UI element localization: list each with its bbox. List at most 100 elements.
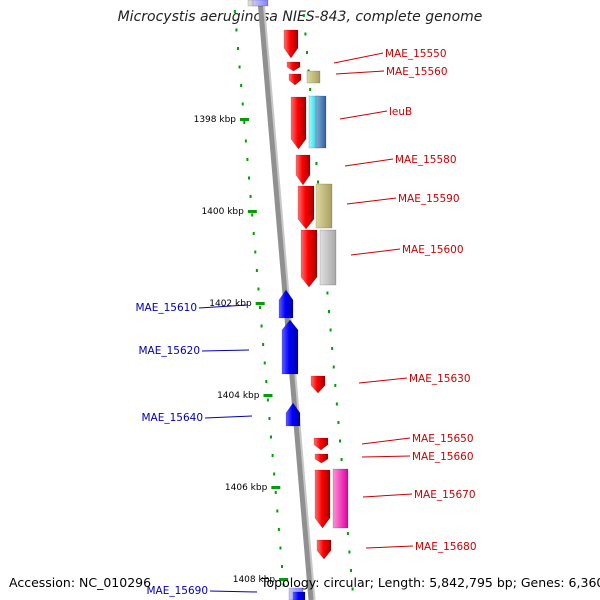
track-dot xyxy=(233,10,236,13)
gene-leader-line xyxy=(365,545,414,549)
track-dot xyxy=(305,51,308,54)
gene-labels: MAE_15550 MAE_15560 leuB MAE_15580 MAE_15590… xyxy=(135,48,476,597)
track-dot xyxy=(348,550,351,554)
feature-block xyxy=(252,0,269,7)
forward-gene-arrow[interactable] xyxy=(290,96,307,150)
feature-block xyxy=(319,229,337,286)
track-dot xyxy=(331,347,334,350)
track-dot xyxy=(340,458,343,461)
track-dot xyxy=(248,176,251,180)
forward-gene-label[interactable]: MAE_15670 xyxy=(414,489,476,501)
forward-gene-label[interactable]: MAE_15550 xyxy=(385,48,447,60)
track-dot xyxy=(309,88,312,91)
track-dot xyxy=(259,306,262,309)
tick-label: 1398 kbp xyxy=(194,115,237,125)
forward-gene-label[interactable]: MAE_15580 xyxy=(395,154,457,166)
track-dot xyxy=(249,195,252,198)
track-dot xyxy=(317,180,320,184)
forward-gene-label[interactable]: MAE_15590 xyxy=(398,193,460,205)
forward-gene-label[interactable]: MAE_15650 xyxy=(412,433,474,445)
forward-gene-label[interactable]: leuB xyxy=(389,106,412,118)
tick-mark xyxy=(240,118,250,121)
forward-gene-arrow[interactable] xyxy=(314,469,331,529)
reverse-gene-label[interactable]: MAE_15610 xyxy=(135,302,197,314)
reverse-gene-arrow[interactable] xyxy=(281,319,299,375)
tick-mark xyxy=(247,210,257,213)
forward-gene-label[interactable]: MAE_15680 xyxy=(415,541,477,553)
forward-gene-arrow[interactable] xyxy=(297,185,315,230)
track-dot xyxy=(246,158,249,161)
track-dot xyxy=(252,232,255,235)
forward-gene-arrow[interactable] xyxy=(288,73,302,86)
track-dot xyxy=(346,532,349,535)
track-dot xyxy=(274,491,277,494)
track-dot xyxy=(251,213,254,217)
track-dot xyxy=(270,435,273,439)
forward-gene-arrow[interactable] xyxy=(286,61,301,72)
feature-block xyxy=(306,70,321,84)
forward-gene-arrow[interactable] xyxy=(283,29,299,59)
track-dot xyxy=(241,102,244,106)
track-dot xyxy=(265,380,268,383)
gene-leader-line xyxy=(361,455,411,458)
track-dot xyxy=(351,587,354,591)
feature-block xyxy=(292,591,306,600)
forward-gene-arrow[interactable] xyxy=(310,375,326,394)
forward-gene-label[interactable]: MAE_15560 xyxy=(386,66,448,78)
track-dot xyxy=(277,528,280,531)
gene-leader-line xyxy=(335,70,385,75)
track-dot xyxy=(240,84,243,87)
forward-gene-arrow[interactable] xyxy=(295,154,311,186)
forward-gene-arrow[interactable] xyxy=(314,453,329,464)
track-dot xyxy=(335,402,338,406)
gene-leader-line xyxy=(361,437,411,445)
gene-leader-line xyxy=(198,304,248,309)
gene-leader-line xyxy=(358,377,408,384)
forward-gene-arrow[interactable] xyxy=(316,539,332,560)
forward-gene-label[interactable]: MAE_15600 xyxy=(402,244,464,256)
track-dot xyxy=(260,324,263,328)
forward-gene-arrow[interactable] xyxy=(313,437,329,451)
track-dot xyxy=(337,421,340,424)
track-dot xyxy=(279,546,282,550)
reverse-gene-label[interactable]: MAE_15690 xyxy=(146,585,208,597)
gene-leader-line xyxy=(333,52,384,64)
track-dot xyxy=(244,139,247,143)
tick-mark xyxy=(263,394,273,397)
forward-gene-arrow[interactable] xyxy=(300,229,318,288)
track-dot xyxy=(255,269,258,272)
track-dot xyxy=(326,291,329,295)
track-dot xyxy=(263,361,266,365)
track-dot xyxy=(238,65,241,69)
track-dot xyxy=(257,287,260,291)
track-dot xyxy=(273,472,276,476)
gene-leader-line xyxy=(346,197,397,205)
reverse-gene-arrow[interactable] xyxy=(285,402,301,427)
tick-label: 1406 kbp xyxy=(225,483,268,493)
reverse-gene-arrow[interactable] xyxy=(278,289,294,319)
track-dot xyxy=(254,250,257,254)
tick-mark xyxy=(271,486,281,489)
feature-block xyxy=(315,183,333,229)
track-dot xyxy=(276,509,279,513)
tick-mark xyxy=(279,578,289,581)
track-dot xyxy=(329,328,332,332)
tick-label: 1402 kbp xyxy=(209,299,252,309)
gene-leader-line xyxy=(339,110,388,120)
track-dot xyxy=(281,565,284,568)
track-dot xyxy=(315,162,318,165)
gene-leader-line xyxy=(204,415,253,419)
track-dot xyxy=(282,583,285,587)
accession-text: Accession: NC_010296 xyxy=(9,575,152,590)
forward-gene-label[interactable]: MAE_15660 xyxy=(412,451,474,463)
reverse-gene-label[interactable]: MAE_15620 xyxy=(138,345,200,357)
track-dot xyxy=(304,32,307,36)
track-dot xyxy=(266,398,269,402)
reverse-gene-label[interactable]: MAE_15640 xyxy=(141,412,203,424)
position-ticks: 1398 kbp 1400 kbp 1402 kbp 1404 kbp 1406 kbp… xyxy=(194,115,289,585)
clip-mask xyxy=(178,24,224,33)
genome-title: Microcystis aeruginosa NIES-843, complet… xyxy=(117,9,483,25)
track-dot xyxy=(334,384,337,387)
forward-gene-label[interactable]: MAE_15630 xyxy=(409,373,471,385)
gene-leader-line xyxy=(209,590,258,593)
